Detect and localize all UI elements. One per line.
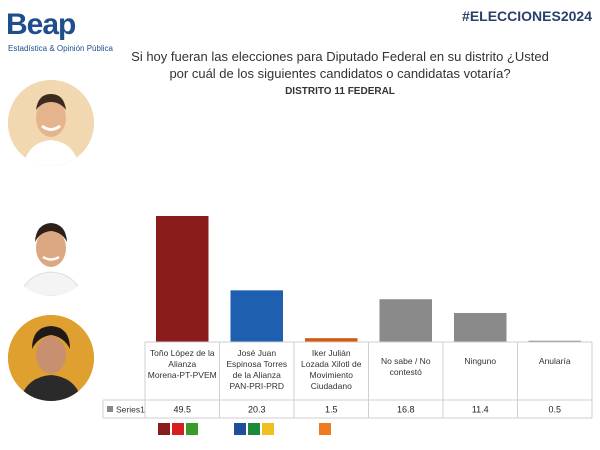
data-label-4: 11.4 <box>472 405 489 415</box>
pan-logo-icon <box>234 423 246 435</box>
district-subtitle: DISTRITO 11 FEDERAL <box>285 86 395 97</box>
hashtag: #ELECCIONES2024 <box>462 8 592 24</box>
party-logos-pan-pri-prd <box>234 423 276 435</box>
category-label-1: José Juan Espinosa Torres de la Alianza PAN… <box>226 348 287 391</box>
party-logos-morena-pt-pvem <box>158 423 200 435</box>
survey-question: Si hoy fueran las elecciones para Diputa… <box>131 49 549 81</box>
category-label-4: Ninguno <box>464 356 496 366</box>
candidate-3-photo <box>8 315 94 401</box>
bar-2 <box>305 338 358 342</box>
category-label-0: Toño López de la Alianza Morena-PT-PVEM <box>148 348 217 380</box>
candidate-1-photo <box>8 80 94 166</box>
data-label-0: 49.5 <box>173 405 191 415</box>
bar-3 <box>379 299 432 342</box>
bar-5 <box>528 340 581 342</box>
candidate-2-photo <box>8 210 94 296</box>
bar-0 <box>156 216 209 342</box>
data-label-2: 1.5 <box>325 405 338 415</box>
logo-text: Beap <box>6 8 76 41</box>
beap-logo: Beap Estadística & Opinión Pública <box>6 6 113 56</box>
category-label-3: No sabe / No contestó <box>381 356 431 377</box>
bar-1 <box>230 290 283 342</box>
data-label-5: 0.5 <box>548 405 561 415</box>
pri-logo-icon <box>248 423 260 435</box>
category-label-2: Iker Julián Lozada Xilotl de Movimiento Ciu… <box>301 348 362 391</box>
logo-subtitle: Estadística & Opinión Pública <box>8 44 113 53</box>
series-legend-label: Series1 <box>116 405 145 415</box>
pvem-logo-icon <box>186 423 198 435</box>
pt-logo-icon <box>172 423 184 435</box>
data-label-3: 16.8 <box>397 405 415 415</box>
series-legend-swatch <box>107 406 113 412</box>
prd-logo-icon <box>262 423 274 435</box>
mc-logo-icon <box>319 423 331 435</box>
category-label-5: Anularía <box>539 356 571 366</box>
morena-logo-icon <box>158 423 170 435</box>
party-logo-mc <box>319 423 333 435</box>
bar-4 <box>454 312 507 342</box>
data-label-1: 20.3 <box>248 405 266 415</box>
